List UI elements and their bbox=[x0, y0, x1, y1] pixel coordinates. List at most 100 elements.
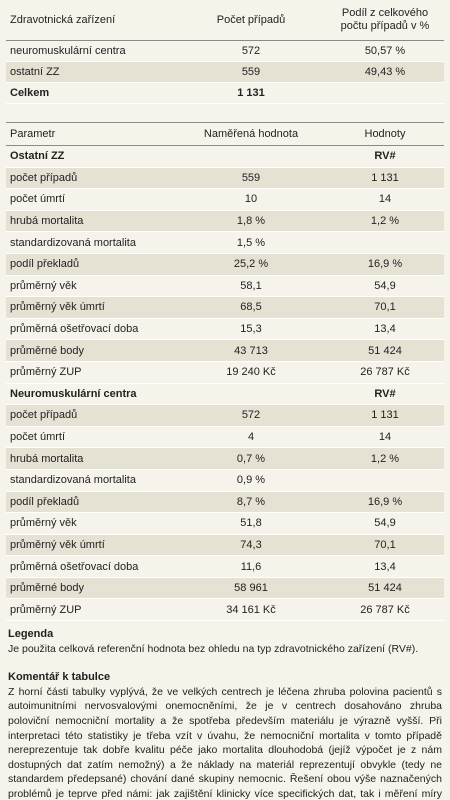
section-row: Neuromuskulární centra RV# bbox=[6, 383, 444, 406]
table-cell bbox=[326, 469, 444, 492]
table-row: hrubá mortalita 0,7 % 1,2 % bbox=[6, 447, 444, 470]
section-title: Neuromuskulární centra bbox=[6, 383, 176, 406]
table-cell: 13,4 bbox=[326, 555, 444, 578]
table-row: počet úmrtí 10 14 bbox=[6, 188, 444, 211]
table-row: průměrný ZUP 19 240 Kč 26 787 Kč bbox=[6, 361, 444, 384]
comment: Komentář k tabulce Z horní části tabulky… bbox=[8, 670, 442, 800]
table-cell: 58,1 bbox=[176, 275, 326, 298]
table-cell: 559 bbox=[176, 61, 326, 83]
table-cell: 25,2 % bbox=[176, 253, 326, 276]
header-cell: Parametr bbox=[6, 122, 176, 146]
table-cell bbox=[176, 145, 326, 168]
table-cell: 11,6 bbox=[176, 555, 326, 578]
table-cell: 1 131 bbox=[326, 167, 444, 190]
header-row: Zdravotnická zařízení Počet případů Podíl … bbox=[6, 0, 444, 41]
table-cell: počet případů bbox=[6, 167, 176, 190]
table-cell bbox=[326, 82, 444, 104]
table-cell: 50,57 % bbox=[326, 40, 444, 62]
table-cell: průměrný věk úmrtí bbox=[6, 296, 176, 319]
section-ref: RV# bbox=[326, 383, 444, 406]
table-cell: 13,4 bbox=[326, 318, 444, 341]
table-cell: 54,9 bbox=[326, 275, 444, 298]
table-cell: 8,7 % bbox=[176, 491, 326, 514]
table-cell: 70,1 bbox=[326, 296, 444, 319]
table-cell: 572 bbox=[176, 404, 326, 427]
comment-title: Komentář k tabulce bbox=[8, 671, 111, 684]
table-cell: Celkem bbox=[6, 82, 176, 104]
table-cell: 51,8 bbox=[176, 512, 326, 535]
table-cell: 15,3 bbox=[176, 318, 326, 341]
table-row: průměrný věk 51,8 54,9 bbox=[6, 512, 444, 535]
table-row: hrubá mortalita 1,8 % 1,2 % bbox=[6, 210, 444, 233]
table-cell: 1 131 bbox=[176, 82, 326, 104]
table-cell: průměrná ošetřovací doba bbox=[6, 318, 176, 341]
table-cell: hrubá mortalita bbox=[6, 447, 176, 470]
table-cell: 16,9 % bbox=[326, 491, 444, 514]
table-row: průměrný věk 58,1 54,9 bbox=[6, 275, 444, 298]
table-cell: 1,5 % bbox=[176, 231, 326, 254]
table-cell: podíl překladů bbox=[6, 253, 176, 276]
table-cell: 68,5 bbox=[176, 296, 326, 319]
table-cell: 70,1 bbox=[326, 534, 444, 557]
table-cell: ostatní ZZ bbox=[6, 61, 176, 83]
table-cell: 0,7 % bbox=[176, 447, 326, 470]
legend-text: Je použita celková referenční hodnota be… bbox=[8, 642, 419, 655]
table-cell: 74,3 bbox=[176, 534, 326, 557]
table-cell: 14 bbox=[326, 188, 444, 211]
summary-table: Zdravotnická zařízení Počet případů Podíl … bbox=[6, 0, 444, 104]
table-cell: průměrná ošetřovací doba bbox=[6, 555, 176, 578]
table-row: počet úmrtí 4 14 bbox=[6, 426, 444, 449]
table-cell: hrubá mortalita bbox=[6, 210, 176, 233]
table-cell bbox=[176, 383, 326, 406]
table-cell: 51 424 bbox=[326, 339, 444, 362]
table-cell: 49,43 % bbox=[326, 61, 444, 83]
table-cell: průměrný ZUP bbox=[6, 598, 176, 622]
table-cell: průměrný ZUP bbox=[6, 361, 176, 384]
table-row: průměrné body 43 713 51 424 bbox=[6, 339, 444, 362]
table-row: neuromuskulární centra 572 50,57 % bbox=[6, 40, 444, 62]
table-cell: 26 787 Kč bbox=[326, 598, 444, 622]
table-cell: 1,2 % bbox=[326, 447, 444, 470]
table-row: počet případů 572 1 131 bbox=[6, 404, 444, 427]
table-cell: průměrné body bbox=[6, 339, 176, 362]
table-cell: 1 131 bbox=[326, 404, 444, 427]
table-cell: 58 961 bbox=[176, 577, 326, 600]
table-cell: 26 787 Kč bbox=[326, 361, 444, 384]
table-cell: počet úmrtí bbox=[6, 426, 176, 449]
table-row: podíl překladů 25,2 % 16,9 % bbox=[6, 253, 444, 276]
section-title: Ostatní ZZ bbox=[6, 145, 176, 168]
comment-text: Z horní části tabulky vyplývá, že ve vel… bbox=[8, 685, 442, 800]
table-cell: 54,9 bbox=[326, 512, 444, 535]
table-cell: podíl překladů bbox=[6, 491, 176, 514]
table-cell: 19 240 Kč bbox=[176, 361, 326, 384]
table-row: průměrná ošetřovací doba 15,3 13,4 bbox=[6, 318, 444, 341]
section-row: Ostatní ZZ RV# bbox=[6, 145, 444, 168]
table-cell: neuromuskulární centra bbox=[6, 40, 176, 62]
table-cell: standardizovaná mortalita bbox=[6, 231, 176, 254]
legend-title: Legenda bbox=[8, 628, 54, 641]
table-row: průměrný ZUP 34 161 Kč 26 787 Kč bbox=[6, 598, 444, 622]
table-row: podíl překladů 8,7 % 16,9 % bbox=[6, 491, 444, 514]
table-cell: 0,9 % bbox=[176, 469, 326, 492]
header-row: Parametr Naměřená hodnota Hodnoty bbox=[6, 122, 444, 146]
table-cell: 43 713 bbox=[176, 339, 326, 362]
header-cell: Počet případů bbox=[176, 0, 326, 41]
table-cell: počet případů bbox=[6, 404, 176, 427]
table-cell: počet úmrtí bbox=[6, 188, 176, 211]
table-row: standardizovaná mortalita 0,9 % bbox=[6, 469, 444, 492]
table-cell: 51 424 bbox=[326, 577, 444, 600]
table-cell: 16,9 % bbox=[326, 253, 444, 276]
table-row: Celkem 1 131 bbox=[6, 82, 444, 104]
table-row: průměrná ošetřovací doba 11,6 13,4 bbox=[6, 555, 444, 578]
table-cell: 10 bbox=[176, 188, 326, 211]
header-cell: Zdravotnická zařízení bbox=[6, 0, 176, 41]
header-cell: Naměřená hodnota bbox=[176, 122, 326, 146]
table-row: počet případů 559 1 131 bbox=[6, 167, 444, 190]
table-cell: průměrný věk úmrtí bbox=[6, 534, 176, 557]
header-cell: Podíl z celkového počtu případů v % bbox=[326, 0, 444, 41]
table-cell: 572 bbox=[176, 40, 326, 62]
section-ref: RV# bbox=[326, 145, 444, 168]
table-cell: 34 161 Kč bbox=[176, 598, 326, 622]
table-cell: 1,8 % bbox=[176, 210, 326, 233]
